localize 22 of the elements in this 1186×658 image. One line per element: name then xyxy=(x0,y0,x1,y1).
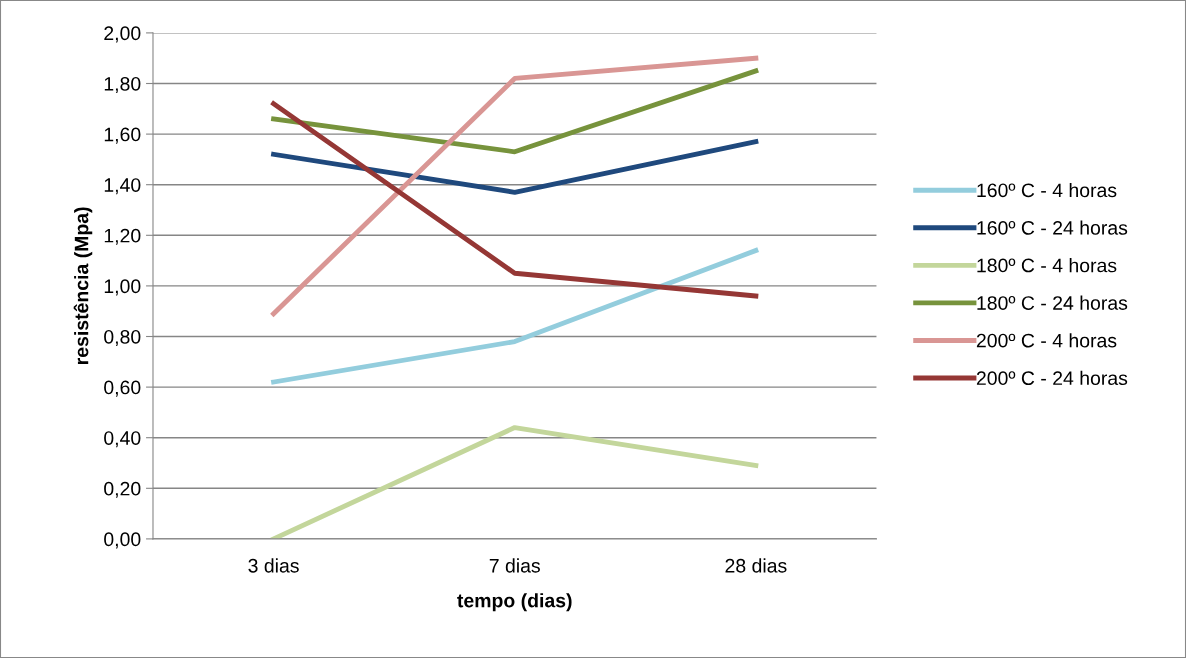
y-tick-label: 0,80 xyxy=(104,329,141,347)
legend-label: 200º C - 4 horas xyxy=(976,333,1117,348)
y-tick-label: 2,00 xyxy=(104,26,141,43)
y-tick-label: 0,60 xyxy=(104,380,141,397)
y-tick-label: 1,40 xyxy=(104,178,141,195)
y-tick-label: 0,00 xyxy=(104,532,141,549)
legend-label: 180º C - 24 horas xyxy=(977,295,1128,310)
y-tick-label: 1,60 xyxy=(104,127,141,144)
legend-label: 180º C - 4 horas xyxy=(977,258,1117,273)
y-axis-title: resistência (Mpa) xyxy=(73,207,93,365)
legend-label: 160º C - 4 horas xyxy=(977,182,1117,198)
y-tick-label: 1,80 xyxy=(104,76,141,94)
x-tick-label: 7 dias xyxy=(489,558,540,573)
y-tick-label: 0,20 xyxy=(104,481,141,498)
x-tick-label: 3 dias xyxy=(248,558,299,573)
y-tick-label: 1,20 xyxy=(104,228,141,245)
y-tick-label: 0,40 xyxy=(104,431,141,448)
legend-label: 200º C - 24 horas xyxy=(976,370,1128,386)
y-tick-label: 1,00 xyxy=(104,279,141,296)
x-tick-label: 28 dias xyxy=(725,558,787,573)
x-axis-title: tempo (dias) xyxy=(457,593,572,612)
legend-label: 160º C - 24 horas xyxy=(977,220,1128,235)
